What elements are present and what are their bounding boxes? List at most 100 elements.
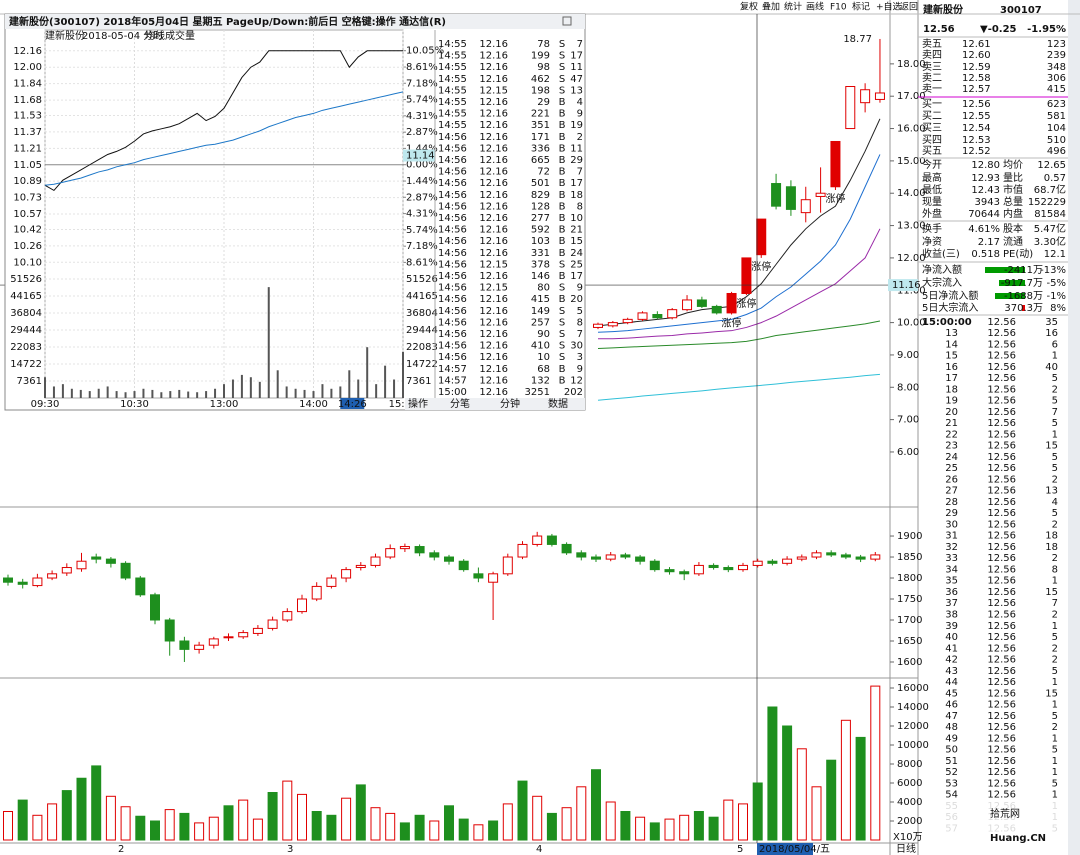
y-tick-label: 2000 — [897, 816, 922, 827]
trade-volume: 5 — [1052, 508, 1058, 519]
tick-volume: 336 — [531, 143, 550, 154]
last-price: 12.56 — [923, 24, 955, 35]
tick-time: 14:55 — [438, 51, 467, 62]
toolbar-button[interactable]: 统计 — [784, 1, 802, 13]
x-tick-label: 15:00 — [389, 399, 418, 410]
tick-price: 12.15 — [479, 85, 508, 96]
trade-time: 20 — [945, 407, 958, 418]
tick-count: 10 — [570, 213, 583, 224]
trade-price: 12.56 — [987, 328, 1016, 339]
book-price: 12.61 — [962, 39, 991, 50]
ma-line — [597, 154, 881, 333]
y-tick-label: 11.84 — [13, 79, 42, 90]
trade-price: 12.56 — [987, 418, 1016, 429]
flow-label: 大宗流入 — [922, 276, 962, 289]
volume-bar — [105, 795, 116, 841]
trade-price: 12.56 — [987, 429, 1016, 440]
x-tick-label: 13:00 — [210, 399, 239, 410]
popup-tab[interactable]: 操作 — [408, 397, 428, 410]
tick-count: 4 — [577, 97, 583, 108]
volume-bar — [223, 805, 234, 841]
candle-body — [297, 598, 307, 613]
flow-pct: -13% — [1040, 265, 1066, 276]
tick-volume: 378 — [531, 259, 550, 270]
candle-body — [429, 552, 440, 558]
popup-legend: 成交量 — [165, 29, 195, 42]
y-tick-label: 13.00 — [897, 221, 926, 232]
tick-price: 12.16 — [479, 190, 508, 201]
tick-time: 14:56 — [438, 167, 467, 178]
trade-time: 18 — [945, 384, 958, 395]
tick-price: 12.15 — [479, 283, 508, 294]
trade-volume: 2 — [1052, 643, 1058, 654]
book-volume: 510 — [1047, 135, 1066, 146]
trade-time: 32 — [945, 542, 958, 553]
y-tick-label: 11.53 — [13, 110, 42, 121]
tick-count: 29 — [570, 155, 583, 166]
toolbar-button[interactable]: +自选 — [876, 1, 902, 13]
toolbar-button[interactable]: 画线 — [806, 1, 824, 13]
trade-volume: 1 — [1052, 756, 1058, 767]
toolbar-button[interactable]: F10 — [830, 3, 847, 13]
trade-time: 34 — [945, 564, 958, 575]
tick-volume: 221 — [531, 109, 550, 120]
trade-volume: 2 — [1052, 553, 1058, 564]
y-tick-label: 22083 — [406, 342, 438, 353]
candle-body — [620, 554, 631, 558]
trade-time: 50 — [945, 745, 958, 756]
popup-tab[interactable]: 分笔 — [450, 397, 470, 410]
candle-body — [635, 556, 646, 562]
book-label: 卖一 — [922, 83, 942, 95]
popup-tab[interactable]: 分钟 — [500, 397, 520, 410]
candle-body — [726, 292, 737, 314]
volume-bar — [738, 803, 748, 841]
candle-body — [385, 548, 396, 558]
stat-label: 内盘 — [1003, 207, 1023, 220]
flow-value: -2411万 — [1004, 265, 1043, 276]
y-tick-label: 10.89 — [13, 176, 42, 187]
tick-side: S — [559, 341, 565, 352]
tick-count: 3 — [577, 352, 583, 363]
candle-body — [815, 192, 826, 197]
popup-tab[interactable]: 数据 — [548, 397, 568, 410]
toolbar-button[interactable]: 返回 — [900, 1, 918, 13]
trade-time: 39 — [945, 621, 958, 632]
y-tick-label: 4000 — [897, 797, 922, 808]
book-volume: 348 — [1047, 62, 1066, 73]
tick-time: 14:55 — [438, 39, 467, 50]
flow-label: 净流入额 — [922, 263, 962, 276]
toolbar-button[interactable]: 标记 — [852, 1, 870, 13]
trade-volume: 1 — [1052, 677, 1058, 688]
stat-value: 4.61% — [968, 224, 1000, 235]
popup-close[interactable] — [562, 16, 572, 26]
tick-side: B — [559, 271, 566, 282]
trade-volume: 2 — [1052, 610, 1058, 621]
candle-body — [194, 644, 205, 650]
price-change: ▼-0.25 — [980, 24, 1017, 35]
volume-unit: X10万 — [893, 832, 923, 843]
y-tick-label: 44165 — [406, 291, 438, 302]
tick-count: 25 — [570, 259, 583, 270]
volume-bar — [370, 807, 381, 841]
volume-bar — [3, 810, 13, 841]
limit-up-note: 涨停 — [825, 192, 845, 205]
flow-bar — [995, 293, 1025, 299]
trade-volume: 5 — [1052, 711, 1058, 722]
toolbar-button[interactable]: 复权 — [740, 1, 758, 13]
tick-side: B — [559, 190, 566, 201]
trade-time: 14 — [945, 339, 958, 350]
watermark-logo: 拾荒网 — [990, 807, 1020, 820]
y-tick-label: 10.73 — [13, 193, 42, 204]
tick-count: 2 — [577, 132, 583, 143]
stat-label: 收益(三) — [922, 247, 960, 260]
tick-time: 14:56 — [438, 155, 467, 166]
y-tick-label: 1600 — [897, 657, 922, 668]
candle-body — [800, 199, 811, 214]
tick-time: 14:56 — [438, 352, 467, 363]
trade-volume: 2 — [1052, 384, 1058, 395]
toolbar-button[interactable]: 叠加 — [762, 2, 780, 13]
stat-label: 外盘 — [922, 207, 942, 220]
trade-volume: 13 — [1045, 486, 1058, 497]
candle-body — [91, 556, 102, 560]
tick-time: 14:56 — [438, 329, 467, 340]
